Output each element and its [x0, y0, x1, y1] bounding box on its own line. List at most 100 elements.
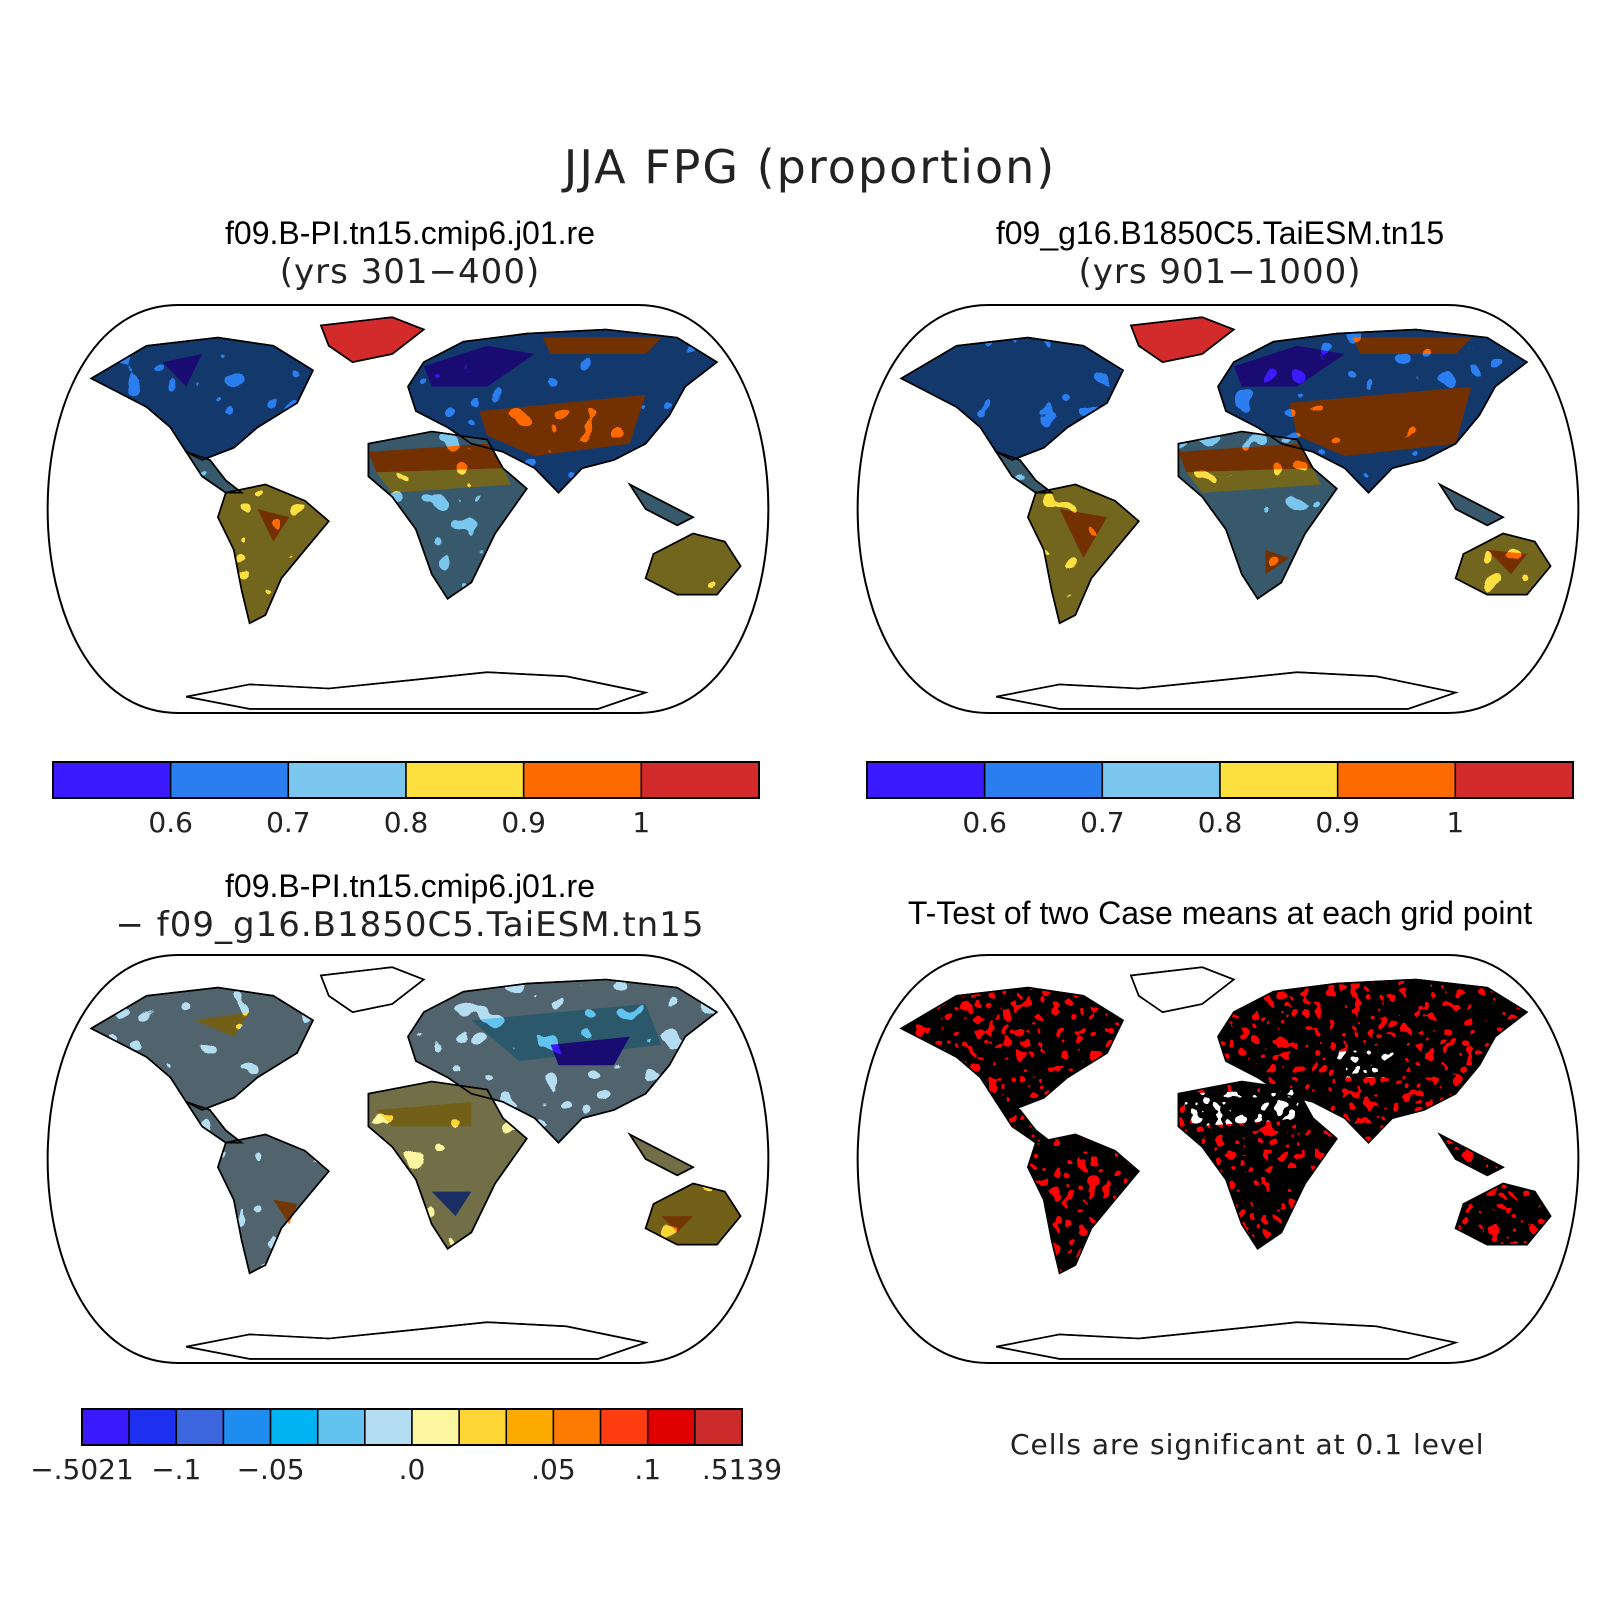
coastline	[186, 1321, 649, 1360]
map-border	[46, 954, 770, 1364]
colorbar-swatch	[287, 761, 407, 799]
colorbar-swatch	[640, 761, 760, 799]
colorbar-swatch	[983, 761, 1104, 799]
colorbar-tick-label: 0.6	[148, 806, 193, 839]
coastline	[1454, 532, 1552, 596]
colorbar-tick-label: 0.8	[1198, 806, 1243, 839]
coastline	[407, 978, 719, 1144]
colorbar-swatch	[316, 1408, 366, 1446]
colorbar-tick-label: 0.9	[501, 806, 546, 839]
coastline	[1454, 1182, 1552, 1246]
coastline	[1217, 328, 1529, 494]
coastline	[644, 1182, 742, 1246]
colorbar-swatch	[599, 1408, 649, 1446]
map-panel-diff	[46, 954, 770, 1364]
colorbar-swatch	[505, 1408, 555, 1446]
colorbar-tick-label: −.05	[237, 1453, 305, 1486]
coastline	[184, 1100, 245, 1144]
coastline	[1027, 483, 1140, 625]
significance-note: Cells are significant at 0.1 level	[1010, 1428, 1485, 1461]
map-panel-case2	[856, 304, 1580, 714]
coastline	[899, 336, 1125, 461]
figure-title: JJA FPG (proportion)	[563, 140, 1057, 194]
coastline	[1177, 430, 1338, 600]
colorbar-frame	[866, 761, 1574, 799]
coastline	[899, 986, 1125, 1111]
colorbar-case2: 0.6 0.7 0.8 0.9 1	[866, 761, 1574, 839]
coastline	[627, 1132, 695, 1177]
colorbar-swatch	[646, 1408, 696, 1446]
coastline	[186, 671, 649, 710]
panel-title-line2: (yrs 901−1000)	[1078, 252, 1362, 292]
panel-title-line1: f09_g16.B1850C5.TaiESM.tn15	[995, 215, 1445, 251]
colorbar-swatch	[522, 761, 643, 799]
panel-title-line1: T-Test of two Case means at each grid po…	[907, 895, 1533, 931]
colorbar-swatch	[222, 1408, 272, 1446]
colorbar-swatch	[1101, 761, 1221, 799]
colorbar-frame	[81, 1408, 743, 1446]
colorbar-diff: −.5021 −.1 −.05 .0 .05 .1 .5139	[30, 1408, 782, 1486]
colorbar-swatch	[269, 1408, 319, 1446]
colorbar-tick-label: −.5021	[30, 1453, 134, 1486]
colorbar-swatch	[169, 761, 290, 799]
colorbar-swatch	[411, 1408, 460, 1446]
colorbar-tick-label: −.1	[151, 1453, 201, 1486]
colorbar-tick-label: .1	[634, 1453, 661, 1486]
coastline	[994, 1100, 1055, 1144]
panel-title-diff: f09.B-PI.tn15.cmip6.j01.re − f09_g16.B18…	[20, 868, 800, 945]
colorbar-swatch	[1336, 761, 1457, 799]
coastline	[1437, 1132, 1505, 1177]
coastline	[1129, 966, 1236, 1013]
colorbar-swatch	[1219, 761, 1339, 799]
map-border	[856, 304, 1580, 714]
colorbar-tick-label: 0.7	[266, 806, 311, 839]
colorbar-swatch	[1454, 761, 1574, 799]
coastline	[627, 482, 695, 527]
coastline	[89, 336, 315, 461]
colorbar-tick-label: 0.9	[1315, 806, 1360, 839]
coastline	[319, 966, 426, 1013]
colorbar-tick-label: 0.7	[1080, 806, 1125, 839]
coastline	[1129, 316, 1236, 363]
panel-title-line2: (yrs 301−400)	[279, 252, 541, 292]
colorbar-swatch	[364, 1408, 413, 1446]
map-panel-ttest	[856, 954, 1580, 1364]
coastline	[996, 671, 1459, 710]
colorbar-swatch	[175, 1408, 225, 1446]
colorbar-tick-label: .0	[399, 1453, 426, 1486]
colorbar-swatch	[128, 1408, 178, 1446]
coastline	[996, 1321, 1459, 1360]
colorbar-swatch	[552, 1408, 602, 1446]
map-border	[856, 954, 1580, 1364]
colorbar-swatch	[81, 1408, 130, 1446]
coastline	[407, 328, 719, 494]
colorbar-swatch	[52, 761, 172, 799]
coastline	[319, 316, 426, 363]
coastline	[89, 986, 315, 1111]
colorbar-case1: 0.6 0.7 0.8 0.9 1	[52, 761, 760, 839]
coastline	[367, 430, 528, 600]
coastline	[217, 1133, 330, 1275]
coastline	[644, 532, 742, 596]
colorbar-tick-label: .5139	[702, 1453, 782, 1486]
coastline	[1217, 978, 1529, 1144]
colorbar-tick-label: 1	[1446, 806, 1464, 839]
colorbar-swatch	[458, 1408, 508, 1446]
panel-title-ttest: T-Test of two Case means at each grid po…	[830, 895, 1610, 932]
coastline	[1437, 482, 1505, 527]
coastline	[217, 483, 330, 625]
map-panel-case1	[46, 304, 770, 714]
colorbar-tick-label: 0.8	[384, 806, 429, 839]
colorbar-frame	[52, 761, 760, 799]
panel-title-case1: f09.B-PI.tn15.cmip6.j01.re (yrs 301−400)	[20, 215, 800, 292]
map-border	[46, 304, 770, 714]
colorbar-tick-label: 0.6	[962, 806, 1007, 839]
colorbar-tick-label: 1	[632, 806, 650, 839]
coastline	[994, 450, 1055, 494]
panel-title-case2: f09_g16.B1850C5.TaiESM.tn15 (yrs 901−100…	[830, 215, 1610, 292]
panel-title-line2: − f09_g16.B1850C5.TaiESM.tn15	[115, 905, 705, 945]
coastline	[184, 450, 245, 494]
coastline	[1177, 1080, 1338, 1250]
coastline	[1027, 1133, 1140, 1275]
